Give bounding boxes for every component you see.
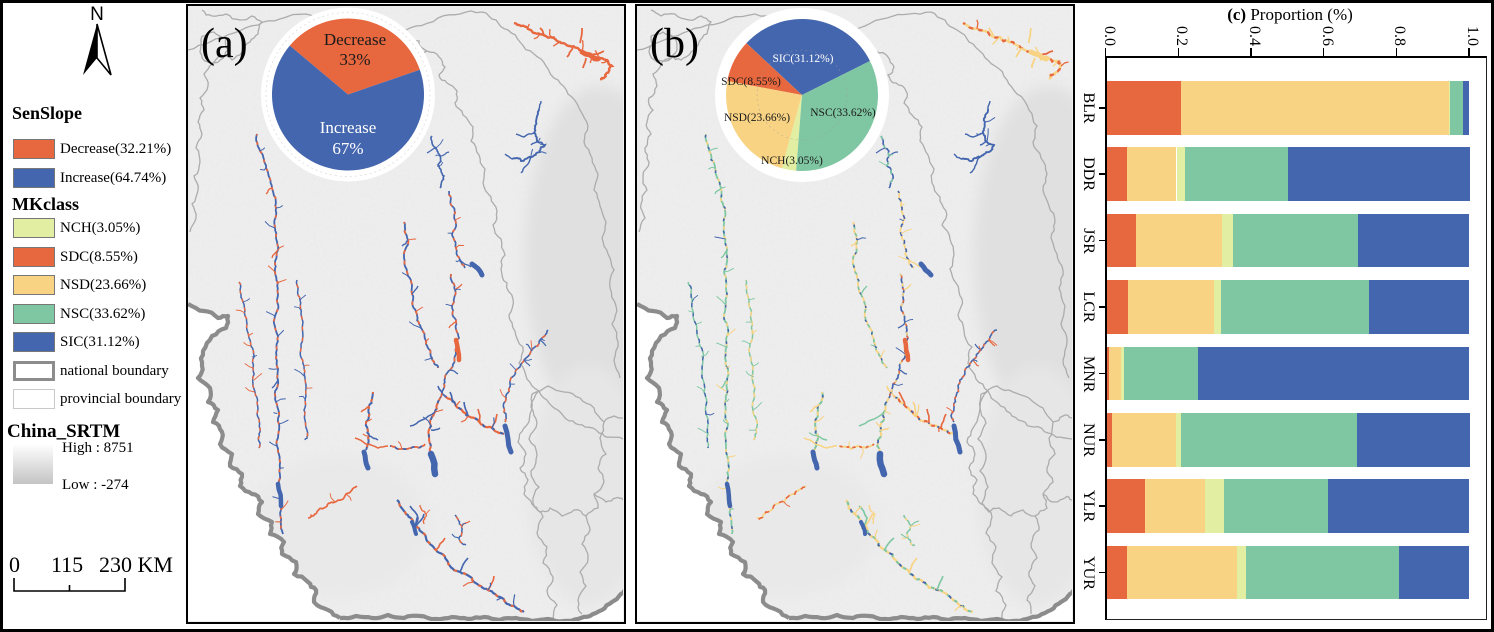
svg-text:SIC(31.12%): SIC(31.12%) — [772, 53, 833, 65]
svg-text:NSD(23.66%): NSD(23.66%) — [724, 112, 790, 124]
svg-text:33%: 33% — [339, 50, 370, 69]
svg-text:0: 0 — [9, 552, 20, 577]
svg-text:115: 115 — [51, 552, 83, 577]
svg-text:NCH(3.05%): NCH(3.05%) — [761, 155, 823, 167]
svg-text:Increase: Increase — [320, 118, 377, 137]
svg-text:SDC(8.55%): SDC(8.55%) — [721, 76, 781, 88]
svg-text:N: N — [90, 4, 104, 25]
svg-text:Decrease: Decrease — [324, 30, 386, 49]
svg-text:67%: 67% — [332, 139, 363, 158]
svg-text:230 KM: 230 KM — [99, 552, 173, 577]
svg-text:NSC(33.62%): NSC(33.62%) — [810, 107, 876, 119]
